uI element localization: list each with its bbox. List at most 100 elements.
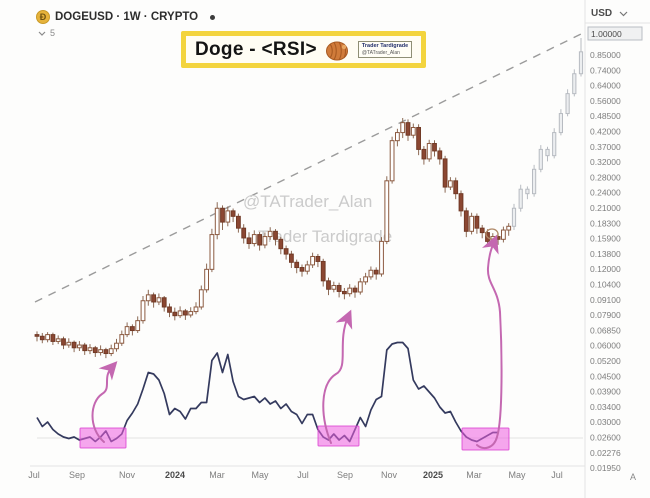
candle	[193, 302, 199, 315]
candle-body	[357, 281, 363, 293]
candle-body	[61, 338, 66, 346]
symbol-legend[interactable]: Ð DOGEUSD · 1W · CRYPTO	[36, 10, 216, 24]
price-axis-label: 0.74000	[590, 65, 621, 75]
candle	[135, 316, 141, 333]
candle	[389, 136, 395, 184]
candle	[299, 264, 305, 277]
indicator-count: 5	[50, 28, 56, 38]
time-axis-label: Jul	[297, 470, 309, 480]
candle	[71, 340, 77, 353]
price-axis-label: 0.42000	[590, 127, 621, 137]
candle	[103, 347, 109, 359]
candle-body	[241, 227, 247, 239]
candle-body	[538, 148, 543, 170]
price-axis[interactable]: USD 1.00000 0.85000 0.74000 0.64000 0.56000 0.…	[587, 8, 643, 482]
arrow-annotation[interactable]	[476, 234, 503, 450]
highlight-box[interactable]	[317, 425, 360, 447]
candle	[45, 332, 51, 343]
candle-body	[331, 284, 337, 290]
price-axis-label: 0.03000	[590, 417, 621, 427]
candle	[304, 260, 310, 275]
projection-candles	[511, 38, 584, 231]
projection-candle	[558, 109, 563, 136]
candle-body	[384, 180, 390, 242]
candle	[108, 344, 114, 357]
candle-body	[463, 210, 469, 232]
candle-body	[442, 158, 448, 188]
candle-body	[545, 148, 550, 157]
highlight-box[interactable]	[461, 427, 510, 451]
candle	[501, 226, 506, 243]
price-axis-label: 0.01950	[590, 463, 621, 473]
candle-body	[437, 150, 443, 160]
annotation-title-box[interactable]: Doge - <RSI> Trader Tardigrade @TATrader…	[181, 31, 427, 68]
projection-candle	[525, 186, 530, 200]
candle-body	[294, 261, 300, 269]
candle	[368, 266, 374, 280]
candle	[363, 272, 369, 285]
candle-body	[66, 341, 72, 346]
status-dot-icon	[210, 14, 216, 20]
candle	[479, 224, 485, 239]
time-axis-label: Nov	[119, 470, 136, 480]
time-axis-label: May	[251, 470, 269, 480]
candle-body	[501, 229, 506, 240]
candle-body	[82, 344, 88, 352]
candle-body	[98, 349, 103, 354]
candle	[220, 205, 225, 231]
indicators-toggle[interactable]: 5	[38, 28, 55, 38]
candle-body	[230, 210, 236, 217]
highlight-box[interactable]	[79, 427, 127, 449]
time-axis-label: Jul	[551, 470, 563, 480]
candle	[315, 253, 321, 268]
candle	[342, 287, 347, 300]
candle	[352, 285, 358, 298]
candle	[257, 231, 263, 251]
candle-body	[183, 310, 188, 316]
candle-body	[352, 287, 358, 293]
projection-candle	[545, 146, 550, 162]
candle	[119, 330, 125, 346]
price-axis-label: 0.85000	[590, 50, 621, 60]
candle-body	[220, 207, 225, 223]
candle	[267, 227, 273, 240]
price-axis-label: 0.37000	[590, 142, 621, 152]
arrow-annotation[interactable]	[322, 309, 353, 444]
candle	[357, 278, 363, 295]
candle	[400, 118, 406, 139]
price-axis-label: 0.21000	[590, 203, 621, 213]
candle-body	[124, 326, 130, 336]
trendline-annotation[interactable]	[34, 32, 584, 303]
currency-menu-label[interactable]: USD	[591, 8, 612, 19]
chevron-down-icon[interactable]	[619, 11, 628, 17]
auto-scale-button[interactable]: A	[630, 472, 636, 482]
candle	[167, 303, 172, 318]
candle-body	[565, 93, 570, 115]
candle-body	[479, 227, 485, 234]
candle	[373, 267, 379, 280]
candle	[426, 139, 432, 162]
candle-body	[257, 234, 263, 246]
candle	[124, 322, 130, 338]
candle-body	[405, 122, 411, 136]
candle-body	[552, 132, 557, 157]
candle	[246, 232, 252, 249]
time-axis-label: 2025	[423, 470, 443, 480]
candle	[241, 224, 247, 244]
candle	[114, 338, 119, 352]
candle	[92, 345, 98, 357]
projection-candle	[532, 164, 537, 197]
candle	[177, 306, 183, 319]
candle-body	[453, 180, 459, 195]
candle-body	[432, 143, 437, 152]
candle	[405, 119, 411, 141]
candle	[347, 284, 353, 297]
time-axis[interactable]: Jul Sep Nov 2024 Mar May Jul Sep Nov 2025 Mar May Ju…	[28, 470, 563, 480]
time-axis-label: Sep	[337, 470, 353, 480]
candle-body	[278, 238, 284, 250]
candle-body	[304, 264, 310, 272]
arrow-annotation[interactable]	[91, 361, 118, 443]
candle-body	[518, 188, 523, 209]
candle	[50, 332, 56, 346]
candle	[55, 335, 61, 345]
